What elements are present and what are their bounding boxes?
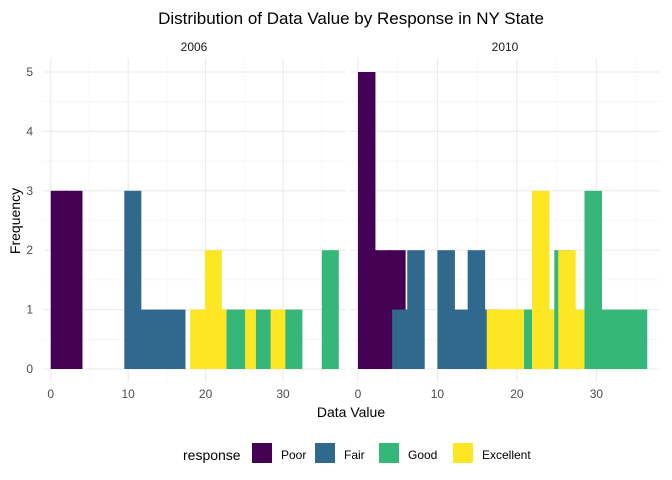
- legend-label-poor: Poor: [281, 448, 306, 462]
- bar-fair: [452, 309, 471, 369]
- bar-fair: [153, 309, 171, 369]
- y-axis-title: Frequency: [7, 188, 23, 254]
- legend-label-fair: Fair: [344, 448, 365, 462]
- legend-label-good: Good: [408, 448, 437, 462]
- bar-fair: [407, 250, 425, 369]
- chart-title: Distribution of Data Value by Response i…: [158, 9, 544, 28]
- x-tick-label: 30: [590, 387, 604, 401]
- legend-key-poor: [252, 443, 272, 463]
- bar-fair: [168, 309, 186, 369]
- bar-fair: [124, 190, 142, 369]
- bar-excellent: [270, 309, 288, 369]
- bar-good: [321, 250, 339, 369]
- legend-title: response: [183, 447, 241, 463]
- x-tick-label: 20: [199, 387, 213, 401]
- bar-excellent: [190, 309, 208, 369]
- bar-excellent: [558, 250, 576, 369]
- bar-good: [584, 190, 602, 369]
- y-tick-label: 5: [26, 65, 33, 79]
- x-tick-label: 0: [47, 387, 54, 401]
- y-tick-label: 4: [26, 124, 33, 138]
- legend-label-excellent: Excellent: [482, 448, 531, 462]
- x-tick-label: 30: [276, 387, 290, 401]
- panel-2010: 2010 0 10 20 30: [350, 40, 660, 401]
- bar-excellent: [532, 190, 550, 369]
- bar-poor: [357, 72, 376, 369]
- x-tick-label: 10: [431, 387, 445, 401]
- x-axis-title: Data Value: [317, 404, 385, 420]
- bar-poor: [65, 190, 83, 369]
- y-tick-label: 0: [26, 362, 33, 376]
- x-tick-label: 20: [510, 387, 524, 401]
- bar-good: [226, 309, 244, 369]
- panel-2006: 2006 0 10 20 30 0 1 2 3 4 5: [26, 40, 345, 401]
- y-tick-label: 2: [26, 243, 33, 257]
- x-tick-label: 10: [121, 387, 135, 401]
- facet-label-2010: 2010: [492, 40, 519, 54]
- y-tick-label: 1: [26, 303, 33, 317]
- x-tick-label: 0: [355, 387, 362, 401]
- bar-good: [629, 309, 648, 369]
- bar-good: [255, 309, 273, 369]
- bar-excellent: [204, 250, 222, 369]
- bar-poor: [373, 250, 391, 369]
- bar-fair: [437, 250, 455, 369]
- chart-panels: 2006 0 10 20 30 0 1 2 3 4 5 2010 0 10 20 30: [26, 40, 660, 401]
- y-tick-label: 3: [26, 184, 33, 198]
- bar-good: [599, 309, 618, 369]
- bar-good: [285, 309, 303, 369]
- legend: response Poor Fair Good Excellent: [183, 443, 531, 463]
- legend-key-excellent: [453, 443, 473, 463]
- bar-fair: [467, 250, 486, 369]
- legend-key-good: [379, 443, 399, 463]
- bar-excellent: [486, 309, 505, 369]
- bar-good: [614, 309, 633, 369]
- bar-fair: [392, 309, 410, 369]
- facet-label-2006: 2006: [181, 40, 208, 54]
- legend-key-fair: [315, 443, 335, 463]
- bar-poor: [50, 190, 68, 369]
- bar-excellent: [501, 309, 520, 369]
- bar-fair: [139, 309, 157, 369]
